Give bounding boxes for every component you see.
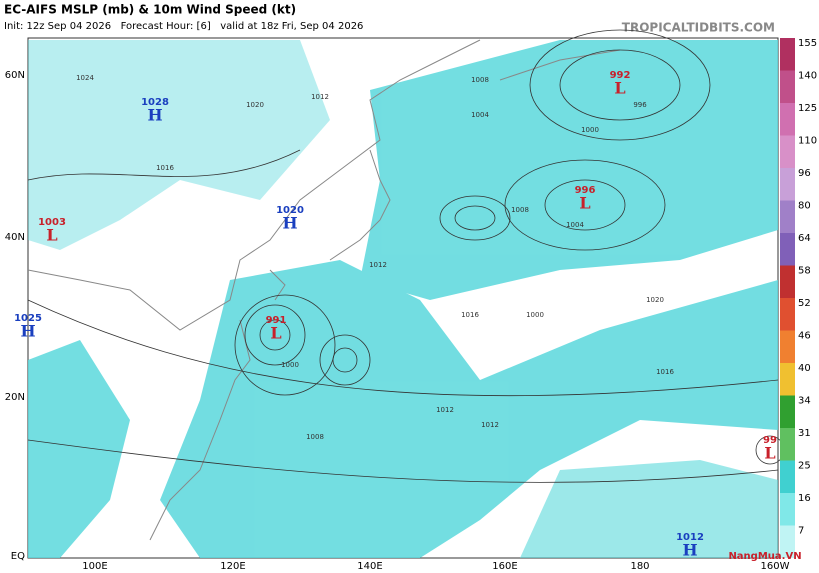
coastlines (27, 39, 621, 541)
isobar-label: 1008 (511, 206, 529, 214)
center-letter: H (282, 214, 297, 233)
longitude-label: 140E (357, 561, 382, 572)
colorbar-segment (780, 265, 795, 298)
center-pressure: 992 (610, 70, 631, 81)
center-pressure: 1025 (14, 313, 42, 324)
center-pressure: 991 (266, 315, 287, 326)
isobar-label: 1016 (156, 164, 174, 172)
colorbar-label: 34 (798, 396, 811, 407)
isobar-label: 996 (633, 101, 647, 109)
isobars (27, 29, 785, 483)
colorbar-label: 64 (798, 233, 811, 244)
center-letter: L (46, 226, 57, 245)
center-pressure: 1012 (676, 532, 704, 543)
colorbar-label: 110 (798, 136, 817, 147)
isobar-label: 1008 (471, 76, 489, 84)
center-pressure: 1028 (141, 97, 169, 108)
colorbar-label: 80 (798, 201, 811, 212)
longitude-label: 160W (761, 561, 790, 572)
colorbar-label: 7 (798, 526, 804, 537)
center-letter: L (270, 324, 281, 343)
wind-shading (28, 40, 778, 558)
colorbar-segment (780, 493, 795, 526)
title: EC-AIFS MSLP (mb) & 10m Wind Speed (kt) (4, 3, 296, 17)
watermark: NangMua.VN (728, 551, 801, 562)
isobar-label: 1004 (471, 111, 489, 119)
colorbar-segment (780, 233, 795, 266)
latitude-label: 40N (5, 232, 25, 243)
isobar-label: 1020 (646, 296, 664, 304)
longitude-label: 160E (492, 561, 517, 572)
colorbar-segment (780, 200, 795, 233)
colorbar-segment (780, 330, 795, 363)
colorbar-segment (780, 70, 795, 103)
isobar-label: 1000 (526, 311, 544, 319)
colorbar-label: 52 (798, 298, 811, 309)
isobar-label: 1012 (436, 406, 454, 414)
isobar-label: 1016 (461, 311, 479, 319)
isobar-label: 1020 (246, 101, 264, 109)
isobar-label: 1000 (281, 361, 299, 369)
center-letter: H (682, 541, 697, 560)
colorbar-label: 16 (798, 493, 811, 504)
center-pressure: 1020 (276, 205, 304, 216)
colorbar-label: 140 (798, 71, 817, 82)
isobar-label: 1000 (581, 126, 599, 134)
isobar-label: 1012 (311, 93, 329, 101)
colorbar-label: 31 (798, 428, 811, 439)
colorbar-label: 125 (798, 103, 817, 114)
isobar-label: 1016 (656, 368, 674, 376)
colorbar-segment (780, 103, 795, 136)
isobar-label: 1012 (369, 261, 387, 269)
colorbar-label: 40 (798, 363, 811, 374)
colorbar-segment (780, 298, 795, 331)
longitude-label: 100E (82, 561, 107, 572)
colorbar-segment (780, 460, 795, 493)
longitude-label: 120E (220, 561, 245, 572)
center-letter: L (579, 194, 590, 213)
colorbar-label: 25 (798, 461, 811, 472)
longitude-label: 180 (630, 561, 649, 572)
colorbar-segment (780, 395, 795, 428)
site-credit: TROPICALTIDBITS.COM (622, 21, 775, 35)
isobar-label: 1012 (481, 421, 499, 429)
latitude-label: 60N (5, 70, 25, 81)
center-pressure: 99 (763, 435, 777, 446)
center-letter: L (614, 79, 625, 98)
colorbar-segment (780, 363, 795, 396)
isobar-label: 1004 (566, 221, 584, 229)
isobar-label: 1024 (76, 74, 94, 82)
latitude-label: EQ (11, 551, 25, 562)
center-letter: H (147, 106, 162, 125)
center-letter: L (764, 444, 775, 463)
colorbar-segment (780, 38, 795, 71)
subtitle: Init: 12z Sep 04 2026 Forecast Hour: [6]… (4, 21, 363, 32)
colorbar-label: 155 (798, 38, 817, 49)
isobar-label: 1008 (306, 433, 324, 441)
colorbar-label: 96 (798, 168, 811, 179)
colorbar-segment (780, 428, 795, 461)
center-letter: H (20, 322, 35, 341)
center-pressure: 996 (575, 185, 596, 196)
center-pressure: 1003 (38, 217, 66, 228)
latitude-label: 20N (5, 392, 25, 403)
colorbar-segment (780, 168, 795, 201)
colorbar-label: 58 (798, 266, 811, 277)
colorbar-segment (780, 525, 795, 558)
colorbar-label: 46 (798, 331, 811, 342)
colorbar-segment (780, 135, 795, 168)
